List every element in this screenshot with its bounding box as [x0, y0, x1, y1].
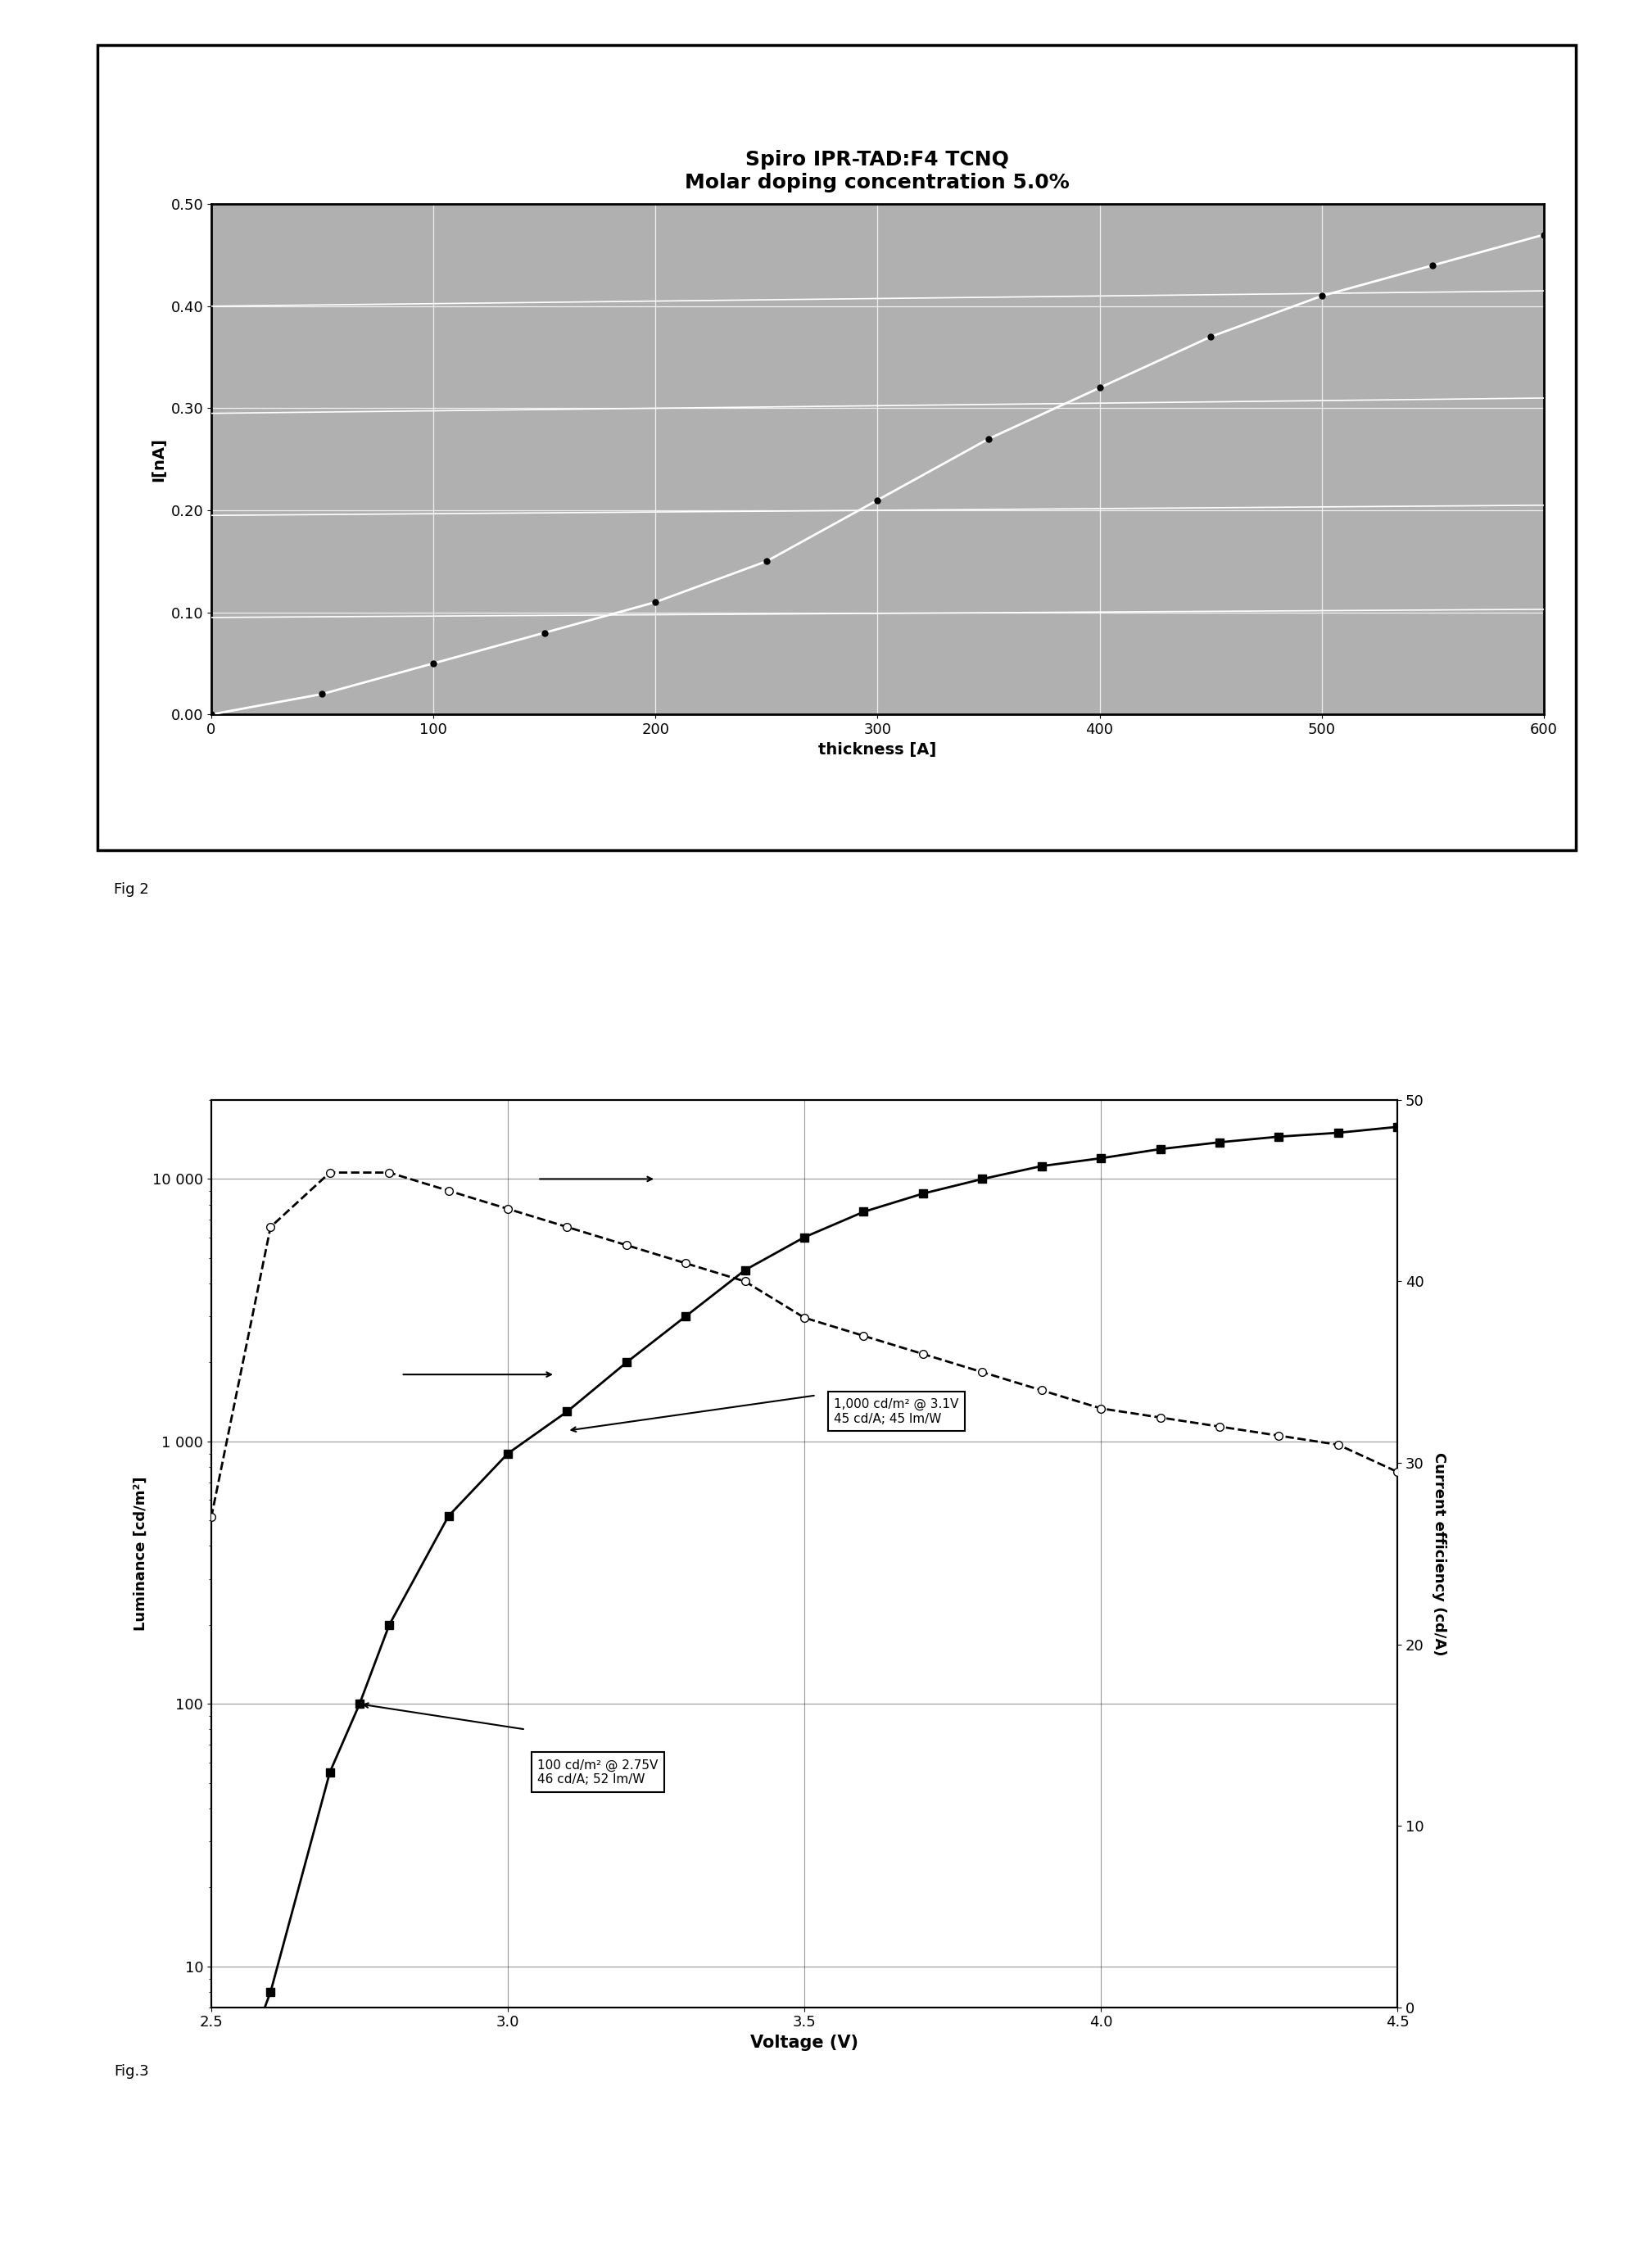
Y-axis label: Luminance [cd/m²]: Luminance [cd/m²] [133, 1476, 148, 1631]
X-axis label: Voltage (V): Voltage (V) [751, 2034, 858, 2050]
Y-axis label: Current efficiency (cd/A): Current efficiency (cd/A) [1432, 1452, 1446, 1656]
X-axis label: thickness [A]: thickness [A] [819, 742, 936, 758]
Title: Spiro IPR-TAD:F4 TCNQ
Molar doping concentration 5.0%: Spiro IPR-TAD:F4 TCNQ Molar doping conce… [686, 150, 1069, 193]
Text: 100 cd/m² @ 2.75V
46 cd/A; 52 lm/W: 100 cd/m² @ 2.75V 46 cd/A; 52 lm/W [538, 1758, 658, 1785]
Text: Fig 2: Fig 2 [114, 882, 150, 896]
Y-axis label: I[nA]: I[nA] [151, 438, 166, 481]
Text: 1,000 cd/m² @ 3.1V
45 cd/A; 45 lm/W: 1,000 cd/m² @ 3.1V 45 cd/A; 45 lm/W [834, 1399, 959, 1424]
Text: Fig.3: Fig.3 [114, 2064, 150, 2077]
